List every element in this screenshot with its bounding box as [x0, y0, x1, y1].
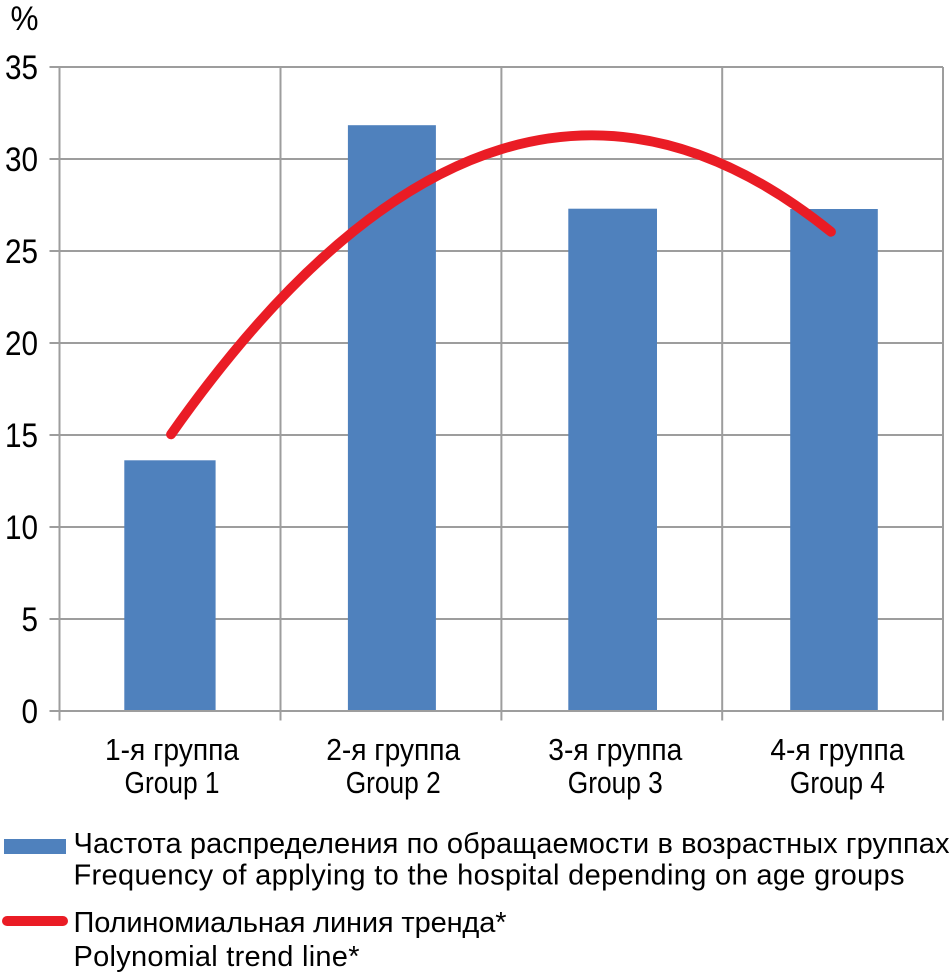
svg-text:20: 20 — [5, 325, 38, 363]
svg-text:5: 5 — [22, 601, 39, 639]
svg-text:Полиномиальная линия тренда*: Полиномиальная линия тренда* — [74, 907, 507, 939]
svg-text:2-я группа: 2-я группа — [326, 732, 461, 767]
svg-text:0: 0 — [22, 693, 39, 731]
svg-text:10: 10 — [5, 509, 38, 547]
svg-text:4-я группа: 4-я группа — [770, 732, 905, 767]
svg-text:Group 2: Group 2 — [346, 765, 441, 800]
svg-text:25: 25 — [5, 233, 38, 271]
svg-text:Частота распределения по обращ: Частота распределения по обращаемости в … — [74, 828, 951, 860]
svg-text:3-я группа: 3-я группа — [548, 732, 683, 767]
svg-text:Group 4: Group 4 — [790, 765, 885, 800]
svg-text:1-я группа: 1-я группа — [105, 732, 240, 767]
svg-text:Group 1: Group 1 — [125, 765, 220, 800]
svg-text:Group 3: Group 3 — [568, 765, 663, 800]
svg-text:15: 15 — [5, 417, 38, 455]
svg-text:Polynomial trend line*: Polynomial trend line* — [74, 941, 360, 973]
svg-text:%: % — [11, 0, 39, 38]
svg-text:35: 35 — [5, 49, 38, 87]
svg-text:Frequency of applying to the h: Frequency of applying to the hospital de… — [74, 860, 905, 892]
svg-text:30: 30 — [5, 141, 38, 179]
